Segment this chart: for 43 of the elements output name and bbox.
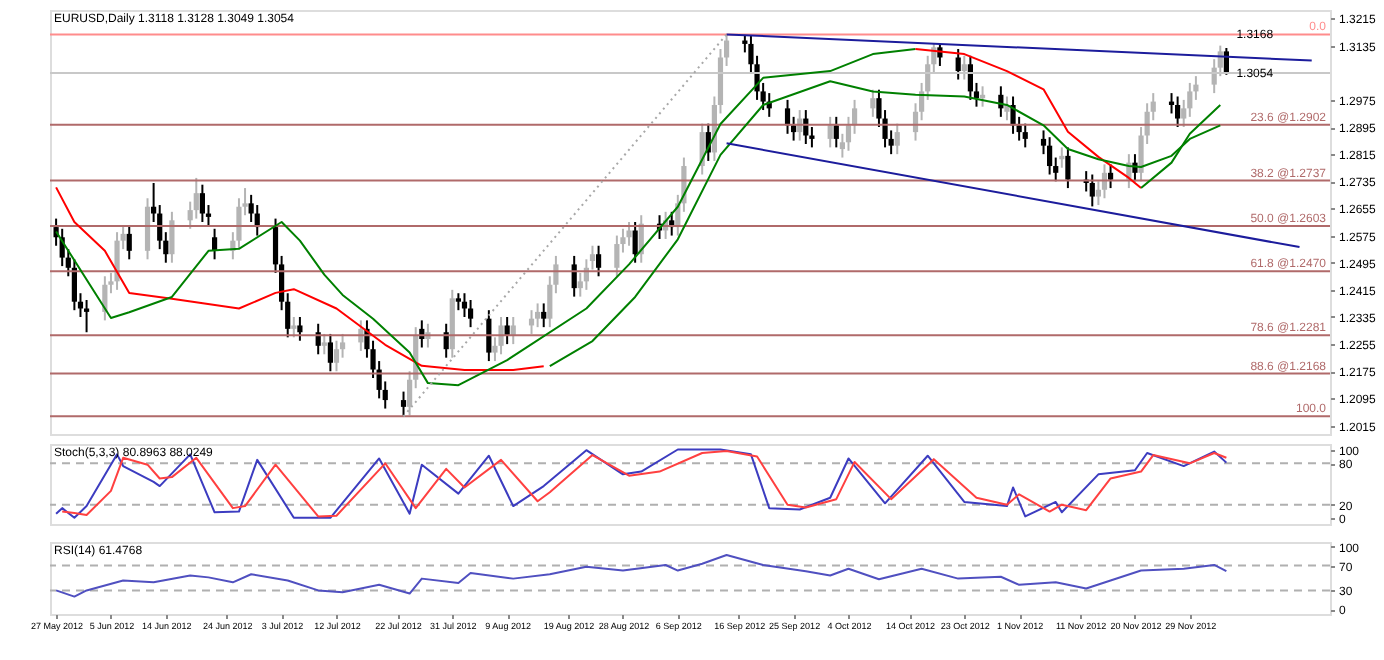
candlestick <box>827 115 833 149</box>
line-series <box>55 554 1228 598</box>
candlestick <box>894 122 900 156</box>
candlestick <box>1107 163 1114 190</box>
line-series <box>55 186 545 371</box>
candlestick <box>961 54 967 81</box>
candlestick <box>535 302 541 329</box>
candlestick <box>833 115 839 149</box>
line-series <box>914 48 1143 190</box>
candlestick <box>541 302 547 329</box>
candlestick <box>297 315 303 342</box>
candlestick <box>1004 95 1010 122</box>
candlestick <box>498 315 504 356</box>
candlestick <box>199 183 205 223</box>
candlestick <box>327 332 333 373</box>
candlestick <box>1175 95 1181 129</box>
candlestick <box>291 315 297 339</box>
candlestick <box>1132 153 1138 183</box>
candlestick <box>1089 173 1095 208</box>
candlestick <box>1047 136 1053 176</box>
candlestick <box>1010 95 1016 135</box>
candlestick <box>626 221 632 247</box>
candlestick <box>169 210 175 264</box>
candlestick <box>144 197 151 261</box>
candlestick <box>955 48 961 81</box>
candlestick <box>467 299 474 329</box>
candlestick <box>784 98 791 135</box>
candlestick <box>595 244 602 278</box>
candlestick <box>333 339 340 373</box>
candlestick <box>83 299 90 334</box>
candlestick <box>1022 122 1028 149</box>
line-series <box>548 80 1222 368</box>
candlestick <box>114 231 120 291</box>
candlestick <box>321 332 327 356</box>
candlestick <box>870 88 876 118</box>
candlestick <box>71 258 77 312</box>
candlestick <box>486 309 492 363</box>
line-series <box>55 48 917 387</box>
candlestick <box>632 221 638 264</box>
candlestick <box>614 234 620 278</box>
candlestick <box>1065 146 1071 190</box>
candlestick <box>126 224 132 261</box>
candlestick <box>400 390 407 418</box>
